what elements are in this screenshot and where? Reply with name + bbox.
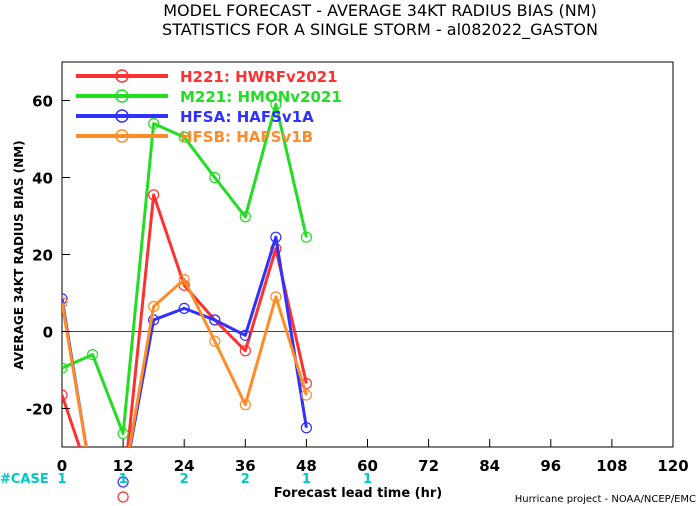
legend: H221: HWRFv2021 M221: HMONv2021 HFSA: HAFS… <box>76 68 342 146</box>
x-tick-label: 72 <box>418 457 439 475</box>
data-point <box>209 171 221 184</box>
data-point <box>62 293 68 305</box>
y-tick-label: 0 <box>43 324 53 342</box>
series-2 <box>62 231 312 447</box>
case-count: 1 <box>302 472 311 487</box>
data-point <box>178 273 190 286</box>
x-tick-label: 120 <box>657 457 688 475</box>
data-point <box>239 399 251 411</box>
case-count: 2 <box>180 472 189 487</box>
x-tick-label: 0 <box>57 457 67 475</box>
case-count: 2 <box>241 472 250 487</box>
data-point <box>300 389 312 401</box>
y-axis-label: AVERAGE 34KT RADIUS BIAS (NM) <box>12 140 26 369</box>
extra-markers <box>117 476 129 503</box>
legend-marker <box>115 129 129 143</box>
data-point <box>148 300 160 313</box>
data-point <box>300 422 312 434</box>
data-point <box>62 362 68 374</box>
case-count: 1 <box>57 472 66 487</box>
y-tick-label: -20 <box>26 401 53 419</box>
series-layer <box>62 98 312 447</box>
series-line <box>62 235 308 447</box>
data-point <box>239 211 251 223</box>
case-count: 1 <box>363 472 372 487</box>
data-point <box>62 297 68 309</box>
case-label: #CASE <box>0 472 49 487</box>
data-point <box>62 389 68 401</box>
series-1 <box>62 98 312 440</box>
legend-marker <box>115 109 129 123</box>
offscale-marker <box>117 491 129 503</box>
data-point <box>209 335 221 347</box>
x-tick-label: 108 <box>596 457 627 475</box>
x-tick-label: 96 <box>540 457 561 475</box>
chart-subtitle: STATISTICS FOR A SINGLE STORM - al082022… <box>162 20 598 40</box>
x-tick-label: 36 <box>235 457 256 475</box>
legend-label: H221: HWRFv2021 <box>180 68 338 86</box>
data-point <box>300 231 312 243</box>
data-point <box>270 231 282 243</box>
x-grid <box>61 439 674 447</box>
case-counts: 1 1 2 2 1 1 <box>57 472 372 487</box>
x-tick-label: 24 <box>174 457 195 475</box>
data-point <box>178 302 190 314</box>
legend-label: HFSB: HAFSv1B <box>180 128 313 146</box>
legend-marker <box>115 69 129 83</box>
y-tick-label: 40 <box>32 170 53 188</box>
y-tick-label: 60 <box>32 93 53 111</box>
chart-title: MODEL FORECAST - AVERAGE 34KT RADIUS BIA… <box>163 1 597 20</box>
credit-text: Hurricane project - NOAA/NCEP/EMC <box>515 494 696 505</box>
series-0 <box>62 189 312 447</box>
data-point <box>148 117 160 130</box>
x-tick-label: 84 <box>479 457 500 475</box>
series-line <box>62 102 308 436</box>
data-point <box>178 131 190 143</box>
case-count: 1 <box>119 472 128 487</box>
x-tick-label: 12 <box>113 457 134 475</box>
x-axis-label: Forecast lead time (hr) <box>274 486 442 501</box>
data-point <box>86 349 99 361</box>
legend-label: M221: HMONv2021 <box>180 88 342 106</box>
legend-marker <box>115 89 129 103</box>
series-line <box>62 193 308 447</box>
data-point <box>239 329 251 341</box>
x-tick-label: 60 <box>357 457 378 475</box>
data-point <box>239 345 251 357</box>
series-3 <box>62 273 312 447</box>
y-tick-labels: -20 0 20 40 60 <box>26 93 70 419</box>
x-tick-labels: 0 12 24 36 48 60 72 84 96 108 120 <box>57 457 689 475</box>
offscale-marker <box>117 476 129 488</box>
x-tick-label: 48 <box>296 457 317 475</box>
data-point <box>209 314 221 326</box>
data-point <box>148 189 160 201</box>
legend-label: HFSA: HAFSv1A <box>180 108 314 126</box>
plot-frame <box>61 61 674 448</box>
y-tick-label: 20 <box>32 247 53 265</box>
data-point <box>270 98 282 110</box>
series-line <box>62 278 308 447</box>
data-point <box>270 291 282 303</box>
data-point <box>117 427 129 440</box>
